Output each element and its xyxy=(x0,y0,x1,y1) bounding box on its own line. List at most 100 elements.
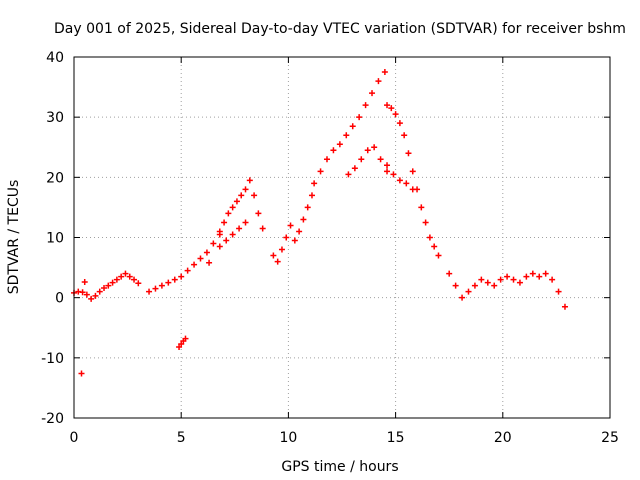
data-point xyxy=(497,276,504,283)
data-point xyxy=(223,237,230,244)
data-point xyxy=(229,204,236,211)
y-tick-label: 30 xyxy=(46,110,64,126)
data-point xyxy=(206,259,213,266)
data-point xyxy=(388,105,395,112)
y-tick-label: 10 xyxy=(46,231,64,247)
data-point xyxy=(446,270,453,277)
data-point xyxy=(152,285,159,292)
data-point xyxy=(330,147,337,154)
data-point xyxy=(349,123,356,130)
data-point xyxy=(165,279,172,286)
x-tick-label: 0 xyxy=(70,430,79,446)
series-midday-rise xyxy=(216,177,266,235)
data-point xyxy=(384,168,391,175)
data-point xyxy=(274,258,281,265)
data-point xyxy=(182,335,189,342)
series-midday-band xyxy=(216,219,249,250)
data-point xyxy=(242,186,249,193)
data-point xyxy=(435,252,442,259)
data-point xyxy=(390,171,397,178)
data-point xyxy=(377,156,384,163)
data-point xyxy=(542,270,549,277)
grid-lines xyxy=(74,57,610,418)
data-point xyxy=(251,192,258,199)
data-point xyxy=(184,267,191,274)
data-point xyxy=(478,276,485,283)
data-point xyxy=(158,282,165,289)
data-point xyxy=(516,279,523,286)
data-point xyxy=(122,270,129,277)
data-point xyxy=(216,228,223,235)
x-tick-label: 20 xyxy=(494,430,512,446)
data-point xyxy=(536,273,543,280)
series-negative-branch xyxy=(176,335,189,351)
data-point xyxy=(278,246,285,253)
x-tick-label: 25 xyxy=(601,430,619,446)
series-afternoon-rise xyxy=(311,69,388,187)
tick-marks xyxy=(73,56,611,419)
data-point xyxy=(529,270,536,277)
data-point xyxy=(356,114,363,121)
data-point xyxy=(178,273,185,280)
series-outliers xyxy=(78,259,213,377)
data-point xyxy=(351,165,358,172)
y-tick-label: -20 xyxy=(41,411,64,427)
y-tick-label: 0 xyxy=(55,291,64,307)
data-point xyxy=(178,340,185,347)
data-point xyxy=(317,168,324,175)
data-point xyxy=(236,225,243,232)
data-point xyxy=(401,132,408,139)
data-point xyxy=(364,147,371,154)
chart-title: Day 001 of 2025, Sidereal Day-to-day VTE… xyxy=(54,21,626,37)
data-point xyxy=(471,282,478,289)
data-point xyxy=(409,168,416,175)
data-point xyxy=(176,344,183,351)
data-point xyxy=(118,273,125,280)
data-point xyxy=(78,370,85,377)
y-tick-labels: -20 -10 0 10 20 30 40 xyxy=(41,50,64,427)
series-afternoon-band xyxy=(345,144,391,178)
data-point xyxy=(270,252,277,259)
data-point xyxy=(92,292,99,299)
data-point xyxy=(358,156,365,163)
data-point xyxy=(259,225,266,232)
y-tick-label: -10 xyxy=(41,351,64,367)
data-point xyxy=(210,240,217,247)
data-point xyxy=(323,156,330,163)
data-point xyxy=(287,222,294,229)
data-point xyxy=(203,249,210,256)
data-point xyxy=(452,282,459,289)
data-point xyxy=(300,216,307,223)
data-point xyxy=(109,279,116,286)
y-tick-label: 20 xyxy=(46,170,64,186)
data-point xyxy=(484,279,491,286)
series-evening xyxy=(446,270,568,310)
data-point xyxy=(362,102,369,109)
data-point xyxy=(422,219,429,226)
x-tick-label: 5 xyxy=(177,430,186,446)
data-point xyxy=(555,288,562,295)
data-point xyxy=(191,261,198,268)
y-tick-label: 40 xyxy=(46,50,64,66)
data-point xyxy=(371,144,378,151)
data-point xyxy=(426,234,433,241)
data-point xyxy=(384,162,391,169)
data-point xyxy=(225,210,232,217)
data-point xyxy=(343,132,350,139)
data-point xyxy=(229,231,236,238)
data-point xyxy=(101,285,108,292)
data-point xyxy=(291,237,298,244)
data-points xyxy=(71,69,568,377)
data-point xyxy=(171,276,178,283)
data-point xyxy=(405,150,412,157)
data-point xyxy=(403,180,410,187)
data-point xyxy=(384,102,391,109)
data-point xyxy=(561,303,568,310)
data-point xyxy=(409,186,416,193)
data-point xyxy=(146,288,153,295)
data-point xyxy=(135,280,142,287)
x-axis-label: GPS time / hours xyxy=(281,459,398,475)
y-axis-label: SDTVAR / TECUs xyxy=(6,180,22,295)
data-point xyxy=(255,210,262,217)
x-tick-labels: 0 5 10 15 20 25 xyxy=(70,430,619,446)
